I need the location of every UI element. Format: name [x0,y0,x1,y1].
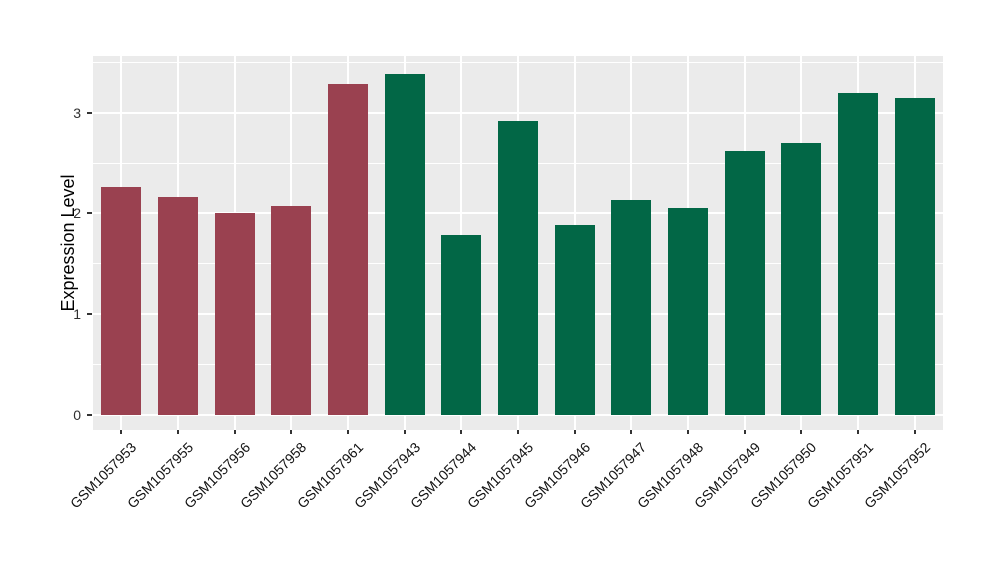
bar-GSM1057949 [724,150,765,416]
x-tick-label: GSM1057945 [463,439,537,512]
y-tick-mark [87,313,92,316]
x-tick-mark [460,430,463,434]
x-tick-label: GSM1057944 [407,439,480,512]
bar-GSM1057952 [894,98,935,416]
x-tick-mark [177,430,179,434]
y-tick-label: 0 [73,407,81,424]
bar-GSM1057944 [441,234,482,416]
x-tick-label: GSM1057952 [860,439,933,512]
x-tick-label: GSM1057951 [803,439,877,512]
bar-GSM1057958 [271,206,312,416]
bar-GSM1057955 [158,197,198,416]
bar-GSM1057951 [838,93,878,416]
x-tick-mark [800,430,803,434]
x-tick-mark [687,430,689,434]
x-tick-mark [347,430,349,434]
bar-GSM1057950 [781,142,822,416]
x-tick-mark [743,430,746,434]
y-tick-mark [87,111,92,114]
x-tick-label: GSM1057946 [520,439,593,512]
bar-GSM1057961 [328,84,368,416]
x-tick-mark [573,430,576,434]
bar-GSM1057945 [498,120,538,416]
bar-GSM1057953 [101,187,142,416]
x-tick-label: GSM1057949 [690,439,763,512]
x-tick-label: GSM1057953 [67,439,140,512]
bar-GSM1057948 [668,208,708,416]
x-tick-label: GSM1057948 [633,439,707,512]
x-tick-label: GSM1057956 [180,439,253,512]
y-tick-label: 2 [73,205,81,222]
x-tick-mark [630,430,633,434]
x-tick-mark [857,430,859,434]
x-tick-mark [913,430,916,434]
y-axis-title: Expression Level [58,174,78,312]
x-tick-label: GSM1057961 [293,439,367,512]
bar-GSM1057956 [214,213,255,416]
x-tick-mark [290,430,293,434]
bar-GSM1057946 [554,224,595,416]
x-tick-label: GSM1057947 [577,439,650,512]
y-tick-mark [87,212,92,215]
plot-panel [93,56,943,430]
y-tick-label: 1 [73,306,81,323]
x-tick-label: GSM1057955 [123,439,197,512]
x-tick-mark [233,430,236,434]
x-tick-mark [120,430,123,434]
x-tick-label: GSM1057943 [350,439,423,512]
y-tick-label: 3 [73,104,81,121]
bar-GSM1057943 [384,74,425,416]
x-tick-mark [403,430,406,434]
x-tick-label: GSM1057950 [747,439,820,512]
bar-GSM1057947 [611,200,652,416]
y-tick-mark [87,414,92,417]
x-tick-mark [517,430,519,434]
x-tick-label: GSM1057958 [237,439,310,512]
